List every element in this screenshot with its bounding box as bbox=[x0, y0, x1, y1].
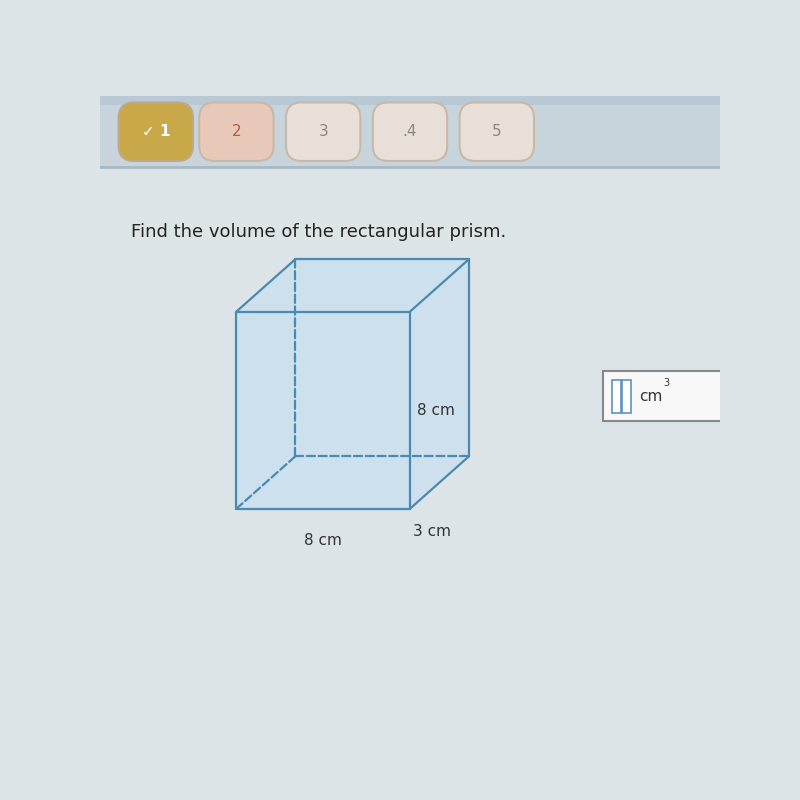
Polygon shape bbox=[410, 259, 469, 509]
Text: .4: .4 bbox=[402, 124, 418, 139]
FancyBboxPatch shape bbox=[100, 96, 720, 105]
FancyBboxPatch shape bbox=[118, 102, 193, 161]
FancyBboxPatch shape bbox=[459, 102, 534, 161]
FancyBboxPatch shape bbox=[603, 371, 743, 422]
FancyBboxPatch shape bbox=[100, 96, 720, 167]
FancyBboxPatch shape bbox=[199, 102, 274, 161]
Text: Find the volume of the rectangular prism.: Find the volume of the rectangular prism… bbox=[131, 222, 506, 241]
Text: 8 cm: 8 cm bbox=[304, 534, 342, 548]
FancyBboxPatch shape bbox=[622, 380, 631, 413]
Polygon shape bbox=[237, 311, 410, 509]
Text: 5: 5 bbox=[492, 124, 502, 139]
FancyBboxPatch shape bbox=[373, 102, 447, 161]
Text: cm: cm bbox=[639, 389, 662, 404]
Polygon shape bbox=[237, 259, 469, 311]
Text: 3: 3 bbox=[663, 378, 669, 388]
Text: 8 cm: 8 cm bbox=[418, 402, 455, 418]
Text: 2: 2 bbox=[231, 124, 242, 139]
Text: 3 cm: 3 cm bbox=[413, 524, 451, 539]
Text: 3: 3 bbox=[318, 124, 328, 139]
Text: ✓ 1: ✓ 1 bbox=[142, 124, 170, 139]
FancyBboxPatch shape bbox=[612, 380, 621, 413]
FancyBboxPatch shape bbox=[286, 102, 360, 161]
